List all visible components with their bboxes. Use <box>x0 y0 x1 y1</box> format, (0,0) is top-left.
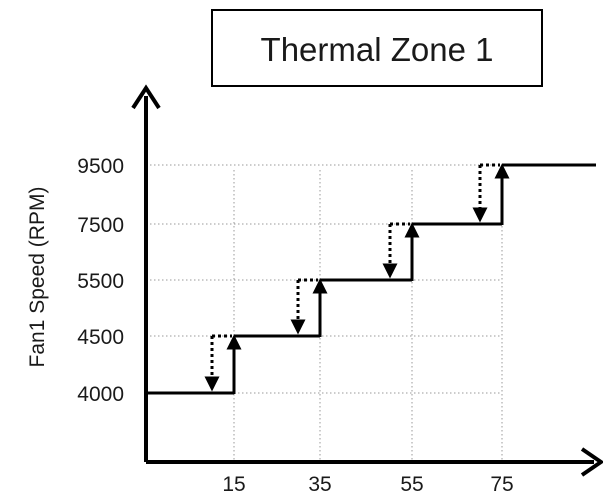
axes <box>131 84 603 477</box>
x-tick-label: 15 <box>222 473 245 496</box>
x-tick-label: 75 <box>490 473 513 496</box>
step-curve <box>146 163 596 395</box>
y-axis-label: Fan1 Speed (RPM) <box>26 187 49 368</box>
y-tick-labels: 4000 4500 5500 7500 9500 <box>77 155 124 406</box>
hysteresis-arrows <box>204 163 500 392</box>
x-tick-labels: 15 35 55 75 <box>222 473 513 496</box>
x-tick-label: 35 <box>308 473 331 496</box>
y-tick-label: 7500 <box>77 214 124 237</box>
guide-lines <box>146 164 503 462</box>
y-tick-label: 4000 <box>77 383 124 406</box>
title-box: Thermal Zone 1 <box>211 9 543 87</box>
y-tick-label: 5500 <box>77 270 124 293</box>
x-tick-label: 55 <box>400 473 423 496</box>
y-tick-label: 9500 <box>77 155 124 178</box>
y-axis-arrowhead <box>131 84 161 110</box>
y-tick-label: 4500 <box>77 326 124 349</box>
x-axis-arrowhead <box>580 447 603 477</box>
chart-title: Thermal Zone 1 <box>261 31 494 68</box>
